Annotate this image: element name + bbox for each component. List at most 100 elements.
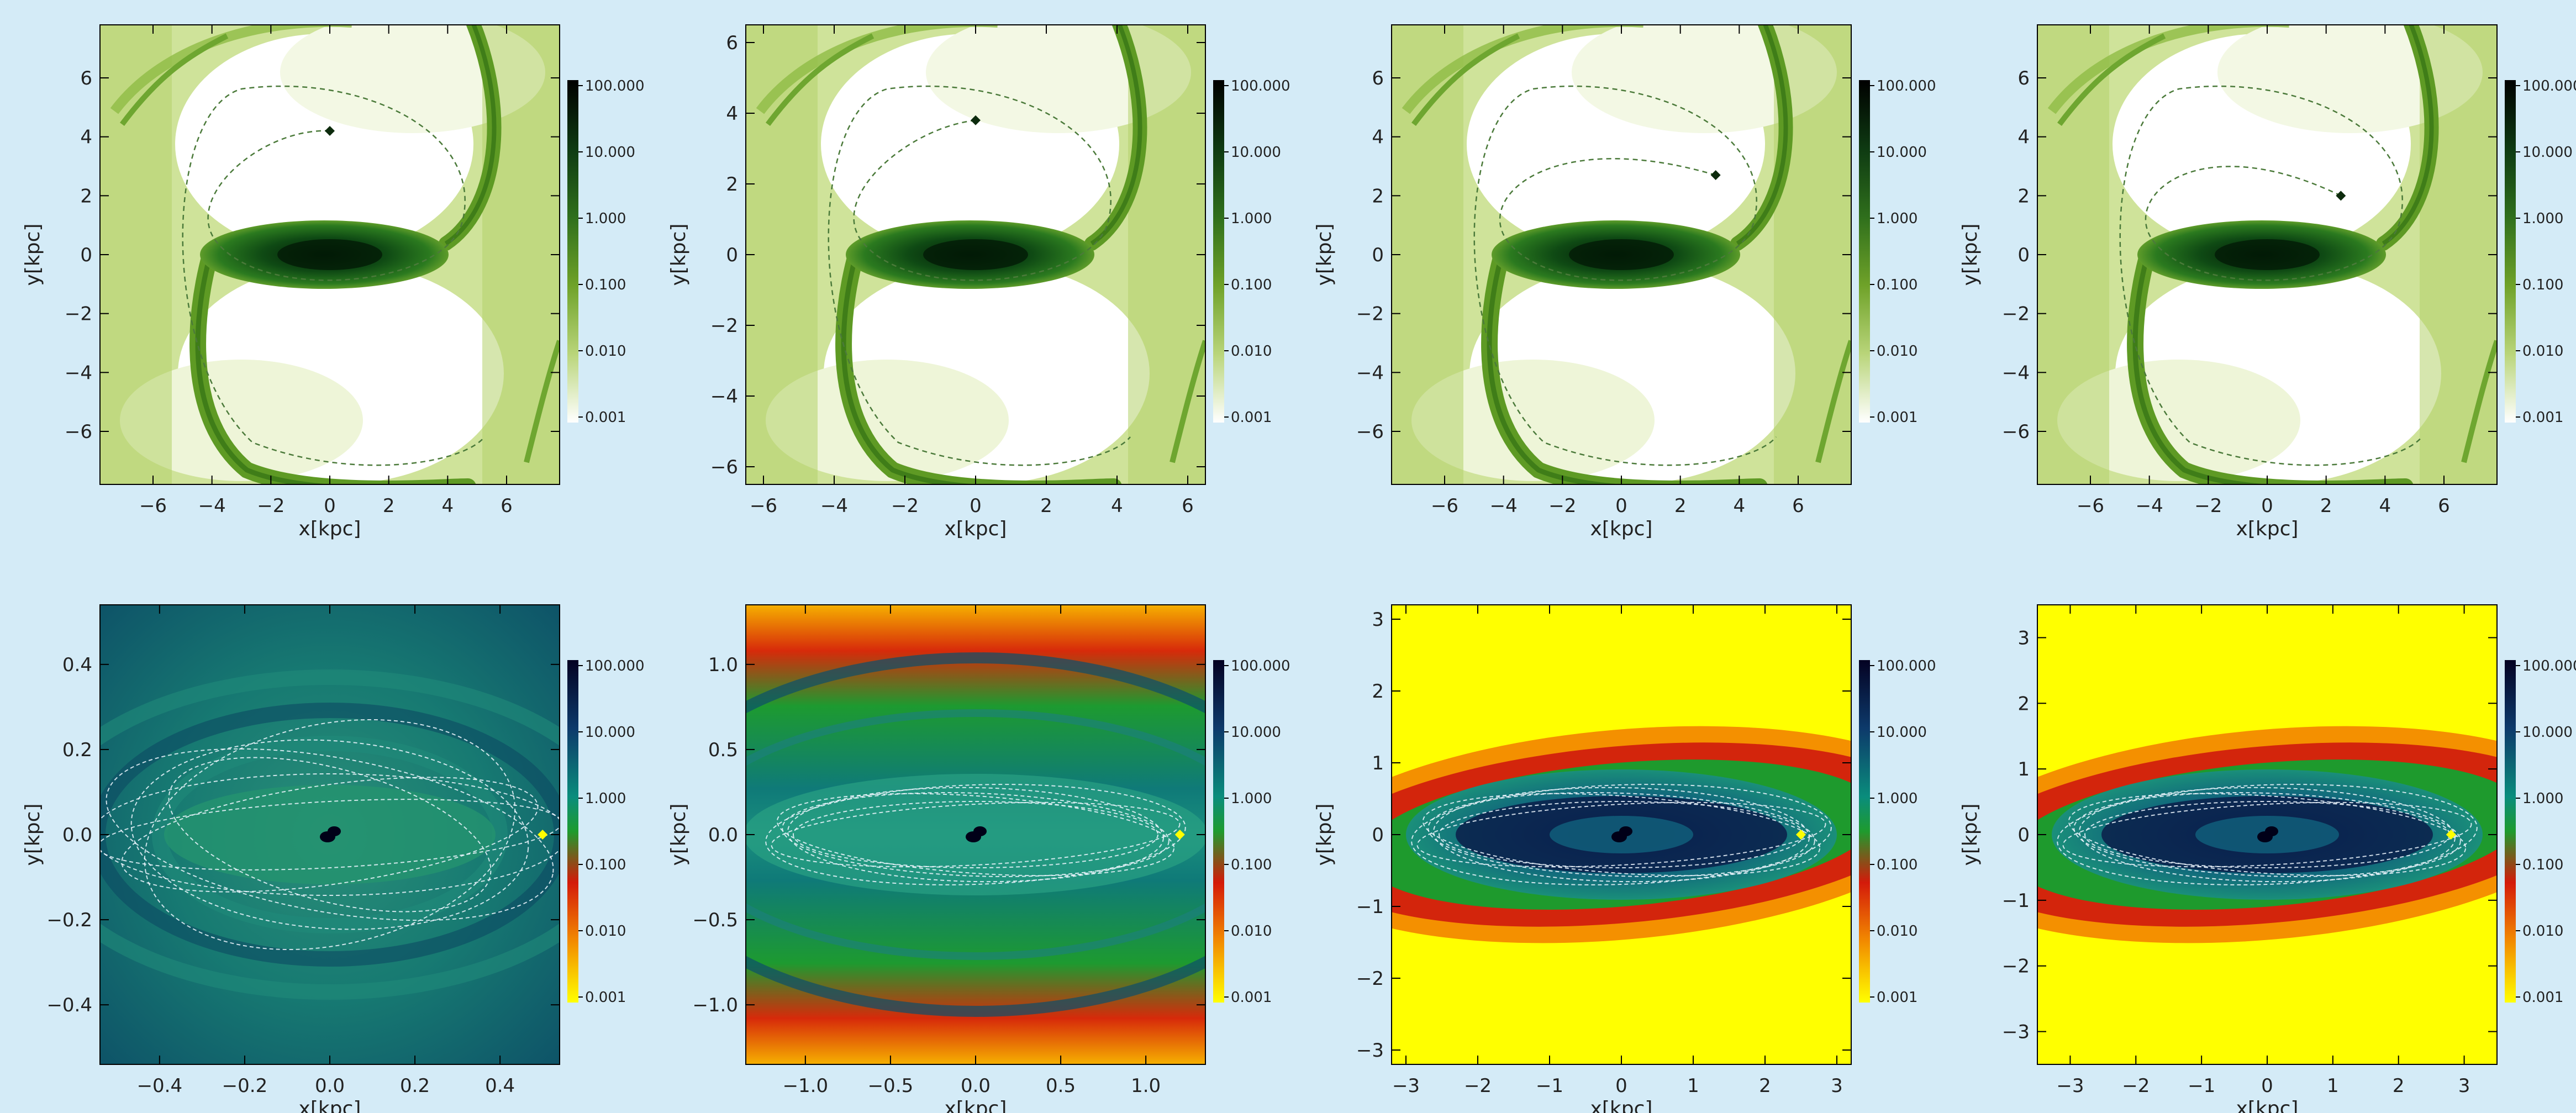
colorbar-tick-label: 10.000	[585, 724, 635, 741]
x-tick-label: −2	[891, 495, 919, 517]
chart-panel-3: −6 −4 −2 0 2 4 6 −6 −4 −2 0 2 4 6 x[kpc] y[kpc] 100.000 1…	[1313, 24, 1936, 540]
colorbar-tick-label: 0.001	[585, 989, 626, 1006]
x-axis-label: x[kpc]	[2236, 1098, 2299, 1113]
y-tick-label: −2	[1356, 303, 1384, 325]
x-tick-label: −2	[1464, 1075, 1492, 1097]
colorbar-tick-label: 0.001	[585, 409, 626, 426]
position-marker	[971, 115, 981, 125]
colorbar-tick-label: 1.000	[2522, 210, 2563, 227]
y-tick-label: 2	[80, 185, 92, 207]
colorbar-tick-label: 100.000	[585, 658, 645, 674]
x-tick-label: 1	[2327, 1075, 2339, 1097]
x-tick-label: −1.0	[783, 1075, 829, 1097]
y-tick-label: 6	[2017, 67, 2030, 89]
orbits	[2057, 784, 2478, 885]
y-axis-label: y[kpc]	[1959, 804, 1982, 866]
position-marker	[1174, 830, 1185, 840]
x-tick-label: −3	[2056, 1075, 2084, 1097]
colorbar	[2505, 660, 2516, 1003]
y-tick-label: 0	[80, 244, 92, 266]
colorbar-tick-label: 100.000	[2522, 78, 2576, 94]
y-tick-label: −4	[65, 362, 92, 384]
y-tick-label: −1	[2002, 890, 2030, 912]
position-marker	[1796, 830, 1806, 840]
x-tick-label: −4	[198, 495, 226, 517]
chart-panel-5: −0.4 −0.2 0.0 0.2 0.4 −0.4 −0.2 0.0 0.2 0.4 x[kpc]…	[22, 604, 645, 1113]
y-tick-label: 2	[1372, 185, 1384, 207]
x-tick-label: 2	[2320, 495, 2332, 517]
x-tick-label: 4	[442, 495, 454, 517]
x-tick-label: −2	[257, 495, 285, 517]
x-axis-label: x[kpc]	[299, 1098, 361, 1113]
x-tick-label: 0.0	[315, 1075, 345, 1097]
chart-panel-1: −6 −4 −2 0 2 4 6 −6 −4 −2 0 2 4 6 x[kpc] y[kpc] 100.000 1…	[22, 24, 645, 540]
x-tick-label: −0.2	[222, 1075, 268, 1097]
y-tick-label: 6	[80, 67, 92, 89]
x-tick-label: 3	[1831, 1075, 1843, 1097]
x-axis-label: x[kpc]	[1590, 1098, 1653, 1113]
x-tick-label: 0	[2261, 1075, 2273, 1097]
colorbar-tick-label: 0.001	[1877, 989, 1917, 1006]
y-tick-label: 2	[726, 173, 738, 196]
colorbar-tick-label: 10.000	[1231, 724, 1281, 741]
y-tick-label: −0.2	[46, 909, 92, 931]
colorbar-tick-label: 1.000	[1231, 210, 1272, 227]
colorbar	[1859, 80, 1870, 423]
density-map	[1392, 25, 1851, 484]
x-axis-label: x[kpc]	[945, 518, 1007, 540]
y-tick-label: −6	[710, 456, 738, 478]
chart-panel-6: −1.0 −0.5 0.0 0.5 1.0 −1.0 −0.5 0.0 0.5 1.0 x[kpc]…	[667, 604, 1290, 1113]
colorbar-tick-label: 1.000	[585, 790, 626, 807]
x-tick-label: 0	[2261, 495, 2273, 517]
position-marker	[325, 126, 335, 136]
colorbar-tick-label: 0.010	[585, 923, 626, 940]
y-tick-label: −6	[2002, 421, 2030, 443]
colorbar-tick-label: 0.010	[585, 343, 626, 360]
colorbar-tick-label: 10.000	[2522, 724, 2573, 741]
x-tick-label: 6	[1182, 495, 1194, 517]
colorbar-tick-label: 1.000	[1231, 790, 1272, 807]
tracer-orbit	[828, 85, 1131, 466]
colorbar-tick-label: 0.010	[2522, 923, 2563, 940]
y-tick-label: −1	[1356, 896, 1384, 918]
colorbar-tick-label: 0.010	[1231, 343, 1272, 360]
x-tick-label: −6	[139, 495, 167, 517]
y-tick-label: 0.0	[708, 824, 738, 846]
x-tick-label: 2	[1040, 495, 1052, 517]
x-tick-label: 0.5	[1046, 1075, 1076, 1097]
position-marker	[1710, 170, 1721, 180]
y-tick-label: −3	[2002, 1021, 2030, 1043]
x-tick-label: 4	[2379, 495, 2391, 517]
x-tick-label: 4	[1734, 495, 1746, 517]
colorbar-tick-label: 1.000	[2522, 790, 2563, 807]
y-tick-label: 0	[1372, 244, 1384, 266]
colorbar-tick-label: 10.000	[1231, 144, 1281, 161]
chart-panel-7: −3 −2 −1 0 1 2 3 −3 −2 −1 0 1 2 3 x[kpc] y[kpc] 100.000 1…	[1313, 604, 1936, 1113]
x-tick-label: 6	[501, 495, 513, 517]
y-tick-label: −2	[1356, 968, 1384, 990]
y-tick-label: 6	[726, 32, 738, 54]
y-axis-label: y[kpc]	[22, 224, 44, 286]
x-tick-label: 2	[383, 495, 395, 517]
position-marker	[2336, 191, 2346, 201]
colorbar-tick-label: 10.000	[1877, 724, 1927, 741]
x-tick-label: 1.0	[1131, 1075, 1161, 1097]
y-tick-label: 2	[2017, 693, 2030, 715]
y-tick-label: 3	[1372, 609, 1384, 631]
chart-panel-2: −6 −4 −2 0 2 4 6 −6 −4 −2 0 2 4 6 x[kpc] y[kpc] 100.000 1…	[667, 24, 1290, 540]
density-map	[746, 25, 1205, 484]
y-tick-label: 4	[726, 103, 738, 125]
y-tick-label: −2	[2002, 303, 2030, 325]
x-tick-label: 1	[1687, 1075, 1699, 1097]
y-tick-label: 0.5	[708, 739, 738, 761]
colorbar-tick-label: 10.000	[585, 144, 635, 161]
y-tick-label: 1.0	[708, 654, 738, 676]
x-tick-label: −4	[1490, 495, 1518, 517]
density-map	[2037, 25, 2497, 484]
y-tick-label: 3	[2017, 627, 2030, 649]
colorbar-tick-label: 10.000	[2522, 144, 2573, 161]
x-tick-label: 2	[2393, 1075, 2405, 1097]
colorbar-tick-label: 1.000	[1877, 210, 1917, 227]
colorbar-tick-label: 10.000	[1877, 144, 1927, 161]
